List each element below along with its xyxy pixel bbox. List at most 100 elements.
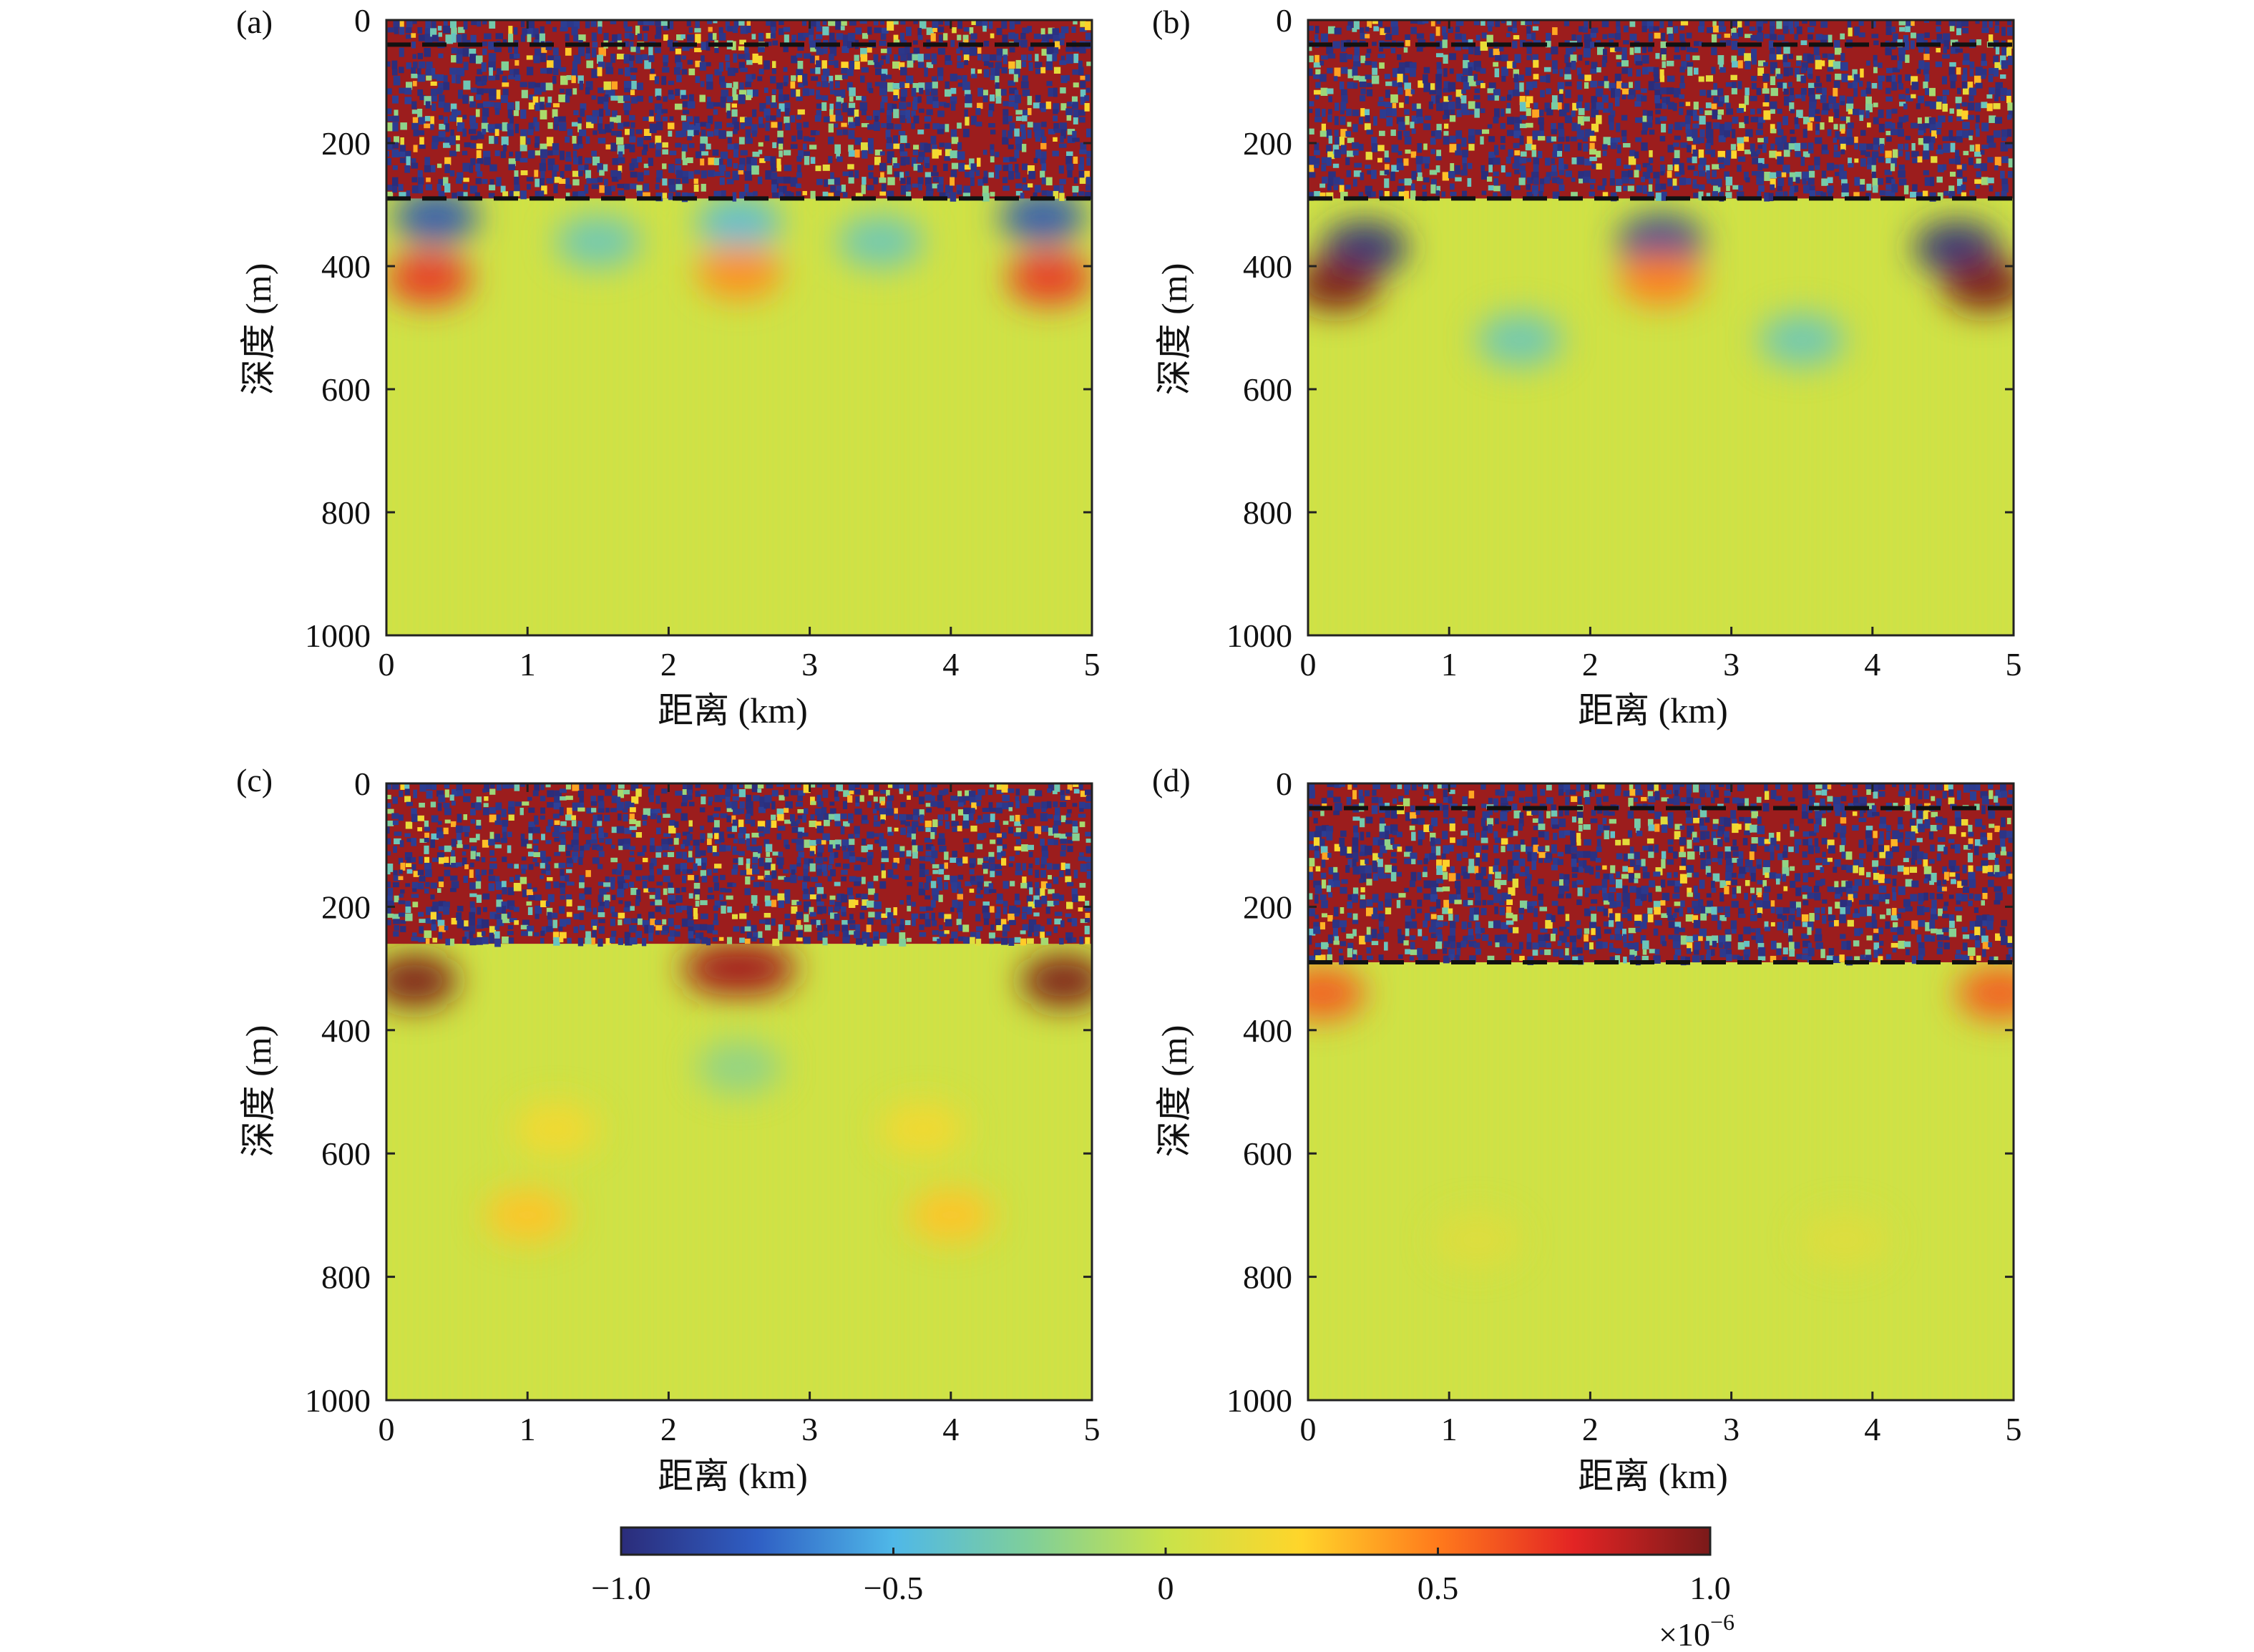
- noise-cell: [817, 801, 824, 807]
- noise-cell: [526, 889, 534, 896]
- noise-cell: [834, 123, 839, 128]
- noise-cell: [565, 95, 570, 103]
- noise-cell: [1763, 137, 1769, 144]
- noise-cell: [1514, 54, 1521, 63]
- noise-cell: [1745, 129, 1753, 137]
- noise-cell: [559, 932, 567, 939]
- y-tick-label: 400: [321, 248, 371, 285]
- noise-cell: [682, 869, 687, 875]
- noise-cell: [462, 48, 469, 57]
- noise-cell: [803, 869, 809, 878]
- noise-cell: [1800, 87, 1807, 96]
- noise-cell: [668, 164, 675, 173]
- noise-cell: [744, 888, 751, 896]
- noise-cell: [778, 863, 784, 869]
- noise-cell: [784, 82, 788, 87]
- noise-cell: [821, 75, 827, 82]
- noise-cell: [1699, 137, 1704, 144]
- noise-cell: [507, 34, 514, 43]
- noise-cell: [1373, 116, 1377, 126]
- noise-cell: [649, 863, 654, 871]
- noise-cell: [1526, 96, 1533, 104]
- noise-cell: [779, 150, 783, 157]
- noise-cell: [1059, 122, 1068, 131]
- noise-cell: [618, 122, 624, 129]
- noise-cell: [932, 82, 938, 89]
- noise-cell: [558, 926, 563, 932]
- noise-cell: [695, 791, 701, 797]
- noise-cell: [681, 151, 686, 160]
- noise-cell: [951, 137, 959, 145]
- noise-cell: [1506, 61, 1513, 69]
- noise-cell: [707, 20, 713, 24]
- noise-cell: [387, 122, 394, 132]
- noise-cell: [796, 53, 803, 58]
- noise-cell: [950, 192, 957, 202]
- stripe: [539, 783, 542, 1400]
- noise-cell: [598, 129, 606, 135]
- noise-cell: [643, 117, 650, 122]
- noise-cell: [1436, 185, 1441, 192]
- noise-cell: [424, 165, 431, 172]
- noise-cell: [1717, 55, 1724, 65]
- stripe: [1039, 20, 1043, 635]
- noise-cell: [1873, 137, 1880, 147]
- stripe: [1631, 20, 1635, 635]
- noise-cell: [784, 94, 790, 101]
- noise-cell: [906, 184, 912, 190]
- lobes: [1308, 214, 2014, 368]
- noise-cell: [1802, 178, 1807, 185]
- noise-cell: [1578, 74, 1584, 80]
- noise-cell: [413, 789, 418, 798]
- noise-cell: [1686, 129, 1694, 139]
- noise-cell: [648, 788, 654, 798]
- noise-cell: [495, 33, 503, 39]
- noise-cell: [540, 109, 547, 119]
- noise-cell: [977, 87, 983, 97]
- noise-cell: [1654, 74, 1659, 83]
- noise-cell: [1384, 74, 1390, 79]
- noise-cell: [804, 156, 810, 165]
- noise-cell: [682, 46, 690, 52]
- noise-cell: [1995, 89, 2001, 97]
- noise-cell: [682, 177, 689, 184]
- noise-cell: [1384, 191, 1390, 199]
- noise-cell: [1610, 47, 1616, 52]
- noise-cell: [676, 34, 684, 41]
- noise-cell: [1968, 129, 1974, 136]
- noise-cell: [469, 96, 474, 104]
- noise-cell: [745, 876, 751, 885]
- noise-cell: [918, 108, 924, 113]
- noise-cell: [1079, 177, 1086, 184]
- noise-cell: [1699, 157, 1707, 167]
- noise-cell: [752, 109, 757, 117]
- stripe: [597, 783, 601, 1400]
- noise-cell: [842, 192, 848, 197]
- noise-cell: [1027, 26, 1033, 33]
- noise-cell: [962, 74, 967, 82]
- noise-cell: [1002, 101, 1009, 107]
- stripe: [1033, 783, 1036, 1400]
- noise-cell: [638, 21, 645, 26]
- noise-cell: [391, 149, 399, 158]
- noise-cell: [565, 164, 572, 171]
- noise-cell: [565, 89, 572, 97]
- noise-cell: [746, 838, 751, 846]
- noise-cell: [399, 20, 404, 28]
- noise-cell: [545, 102, 552, 108]
- noise-cell: [1698, 149, 1704, 159]
- noise-cell: [1494, 68, 1500, 78]
- noise-cell: [1890, 129, 1898, 135]
- noise-cell: [1346, 25, 1351, 31]
- noise-cell: [1576, 67, 1581, 76]
- noise-cell: [436, 183, 441, 191]
- noise-cell: [656, 827, 661, 835]
- noise-cell: [1903, 185, 1909, 195]
- x-tick-label: 0: [1300, 646, 1317, 683]
- noise-cell: [1834, 165, 1839, 169]
- noise-cell: [1519, 157, 1527, 164]
- noise-cell: [695, 938, 701, 944]
- noise-cell: [1646, 20, 1654, 29]
- stripe: [1878, 20, 1882, 635]
- noise-cell: [957, 151, 965, 160]
